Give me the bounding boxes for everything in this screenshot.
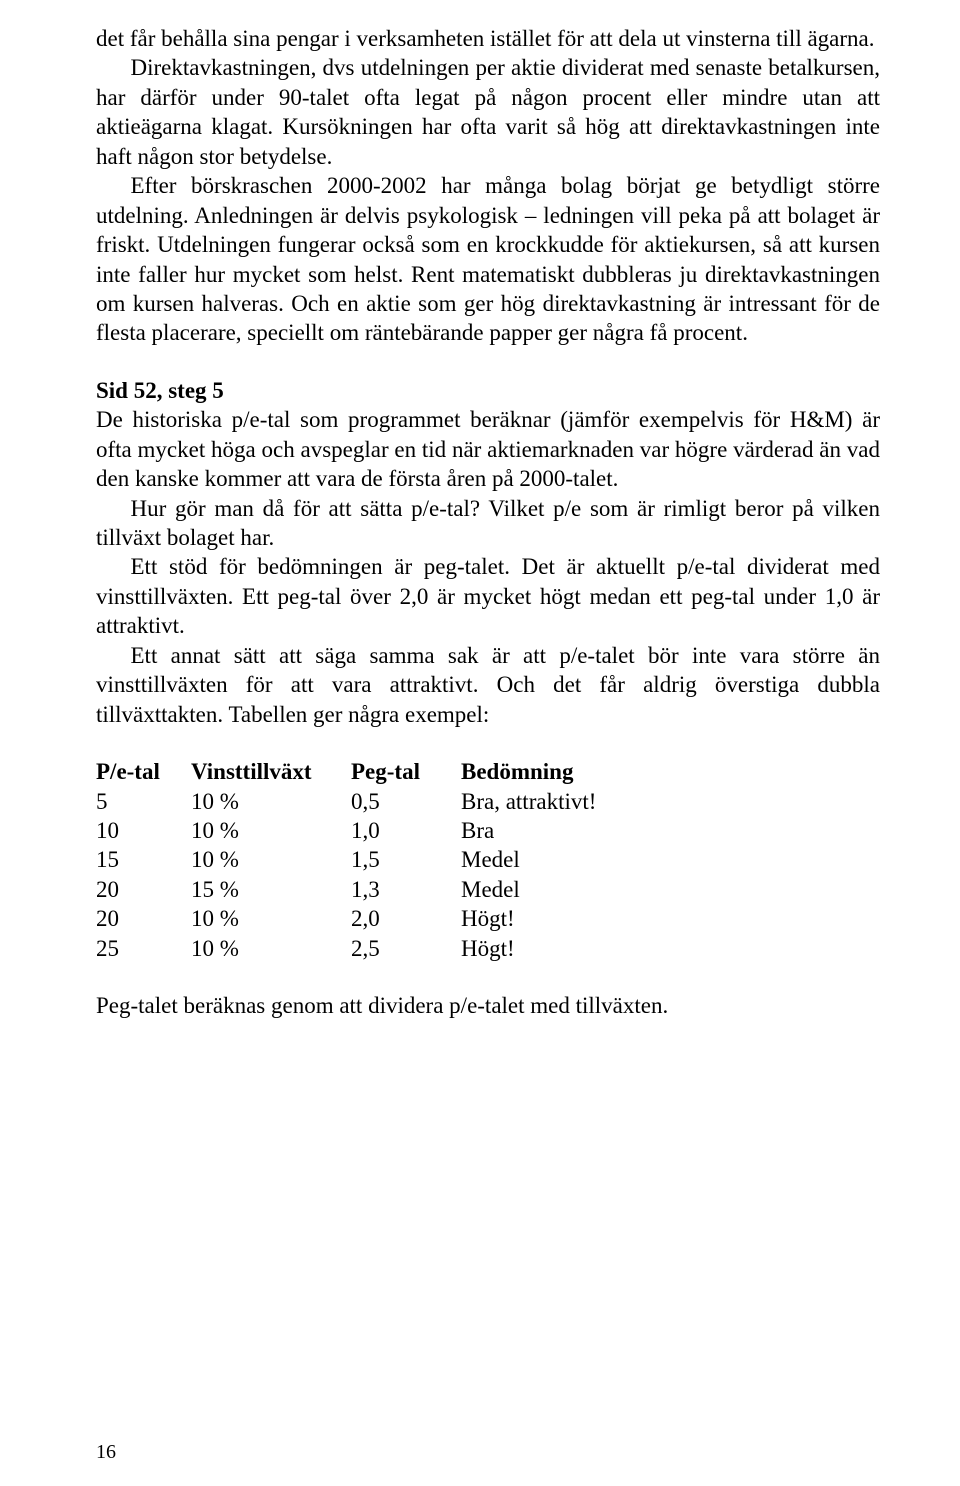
- table-cell: 10: [96, 816, 191, 845]
- body-paragraph: Direktavkastningen, dvs utdelningen per …: [96, 53, 880, 171]
- body-paragraph: Ett annat sätt att säga samma sak är att…: [96, 641, 880, 729]
- body-paragraph: det får behålla sina pengar i verksamhet…: [96, 24, 880, 53]
- table-row: 20 15 % 1,3 Medel: [96, 875, 614, 904]
- page-number: 16: [96, 1440, 116, 1466]
- table-header: Vinsttillväxt: [191, 757, 351, 786]
- table-cell: 15 %: [191, 875, 351, 904]
- table-cell: Högt!: [461, 934, 614, 963]
- table-header: Peg-tal: [351, 757, 461, 786]
- table-cell: 10 %: [191, 934, 351, 963]
- table-cell: 25: [96, 934, 191, 963]
- body-paragraph: Ett stöd för bedömningen är peg-talet. D…: [96, 552, 880, 640]
- table-header: Bedömning: [461, 757, 614, 786]
- table-cell: Medel: [461, 875, 614, 904]
- section-heading: Sid 52, steg 5: [96, 376, 880, 405]
- table-row: 25 10 % 2,5 Högt!: [96, 934, 614, 963]
- table-cell: Bra, attraktivt!: [461, 787, 614, 816]
- table-cell: 1,3: [351, 875, 461, 904]
- table-cell: 1,5: [351, 845, 461, 874]
- table-cell: 2,5: [351, 934, 461, 963]
- table-cell: Medel: [461, 845, 614, 874]
- table-header: P/e-tal: [96, 757, 191, 786]
- body-paragraph: Hur gör man då för att sätta p/e-tal? Vi…: [96, 494, 880, 553]
- table-row: 10 10 % 1,0 Bra: [96, 816, 614, 845]
- table-cell: 10 %: [191, 816, 351, 845]
- body-paragraph: Efter börskraschen 2000-2002 har många b…: [96, 171, 880, 348]
- table-cell: 20: [96, 904, 191, 933]
- table-cell: 15: [96, 845, 191, 874]
- footer-note: Peg-talet beräknas genom att dividera p/…: [96, 991, 880, 1020]
- table-header-row: P/e-tal Vinsttillväxt Peg-tal Bedömning: [96, 757, 614, 786]
- table-row: 15 10 % 1,5 Medel: [96, 845, 614, 874]
- table-cell: 10 %: [191, 787, 351, 816]
- peg-table: P/e-tal Vinsttillväxt Peg-tal Bedömning …: [96, 757, 614, 963]
- table-cell: Högt!: [461, 904, 614, 933]
- table-cell: 10 %: [191, 845, 351, 874]
- table-cell: 10 %: [191, 904, 351, 933]
- table-cell: Bra: [461, 816, 614, 845]
- table-row: 5 10 % 0,5 Bra, attraktivt!: [96, 787, 614, 816]
- table-cell: 20: [96, 875, 191, 904]
- table-cell: 2,0: [351, 904, 461, 933]
- table-cell: 0,5: [351, 787, 461, 816]
- table-cell: 5: [96, 787, 191, 816]
- table-row: 20 10 % 2,0 Högt!: [96, 904, 614, 933]
- table-cell: 1,0: [351, 816, 461, 845]
- body-paragraph: De historiska p/e-tal som programmet ber…: [96, 405, 880, 493]
